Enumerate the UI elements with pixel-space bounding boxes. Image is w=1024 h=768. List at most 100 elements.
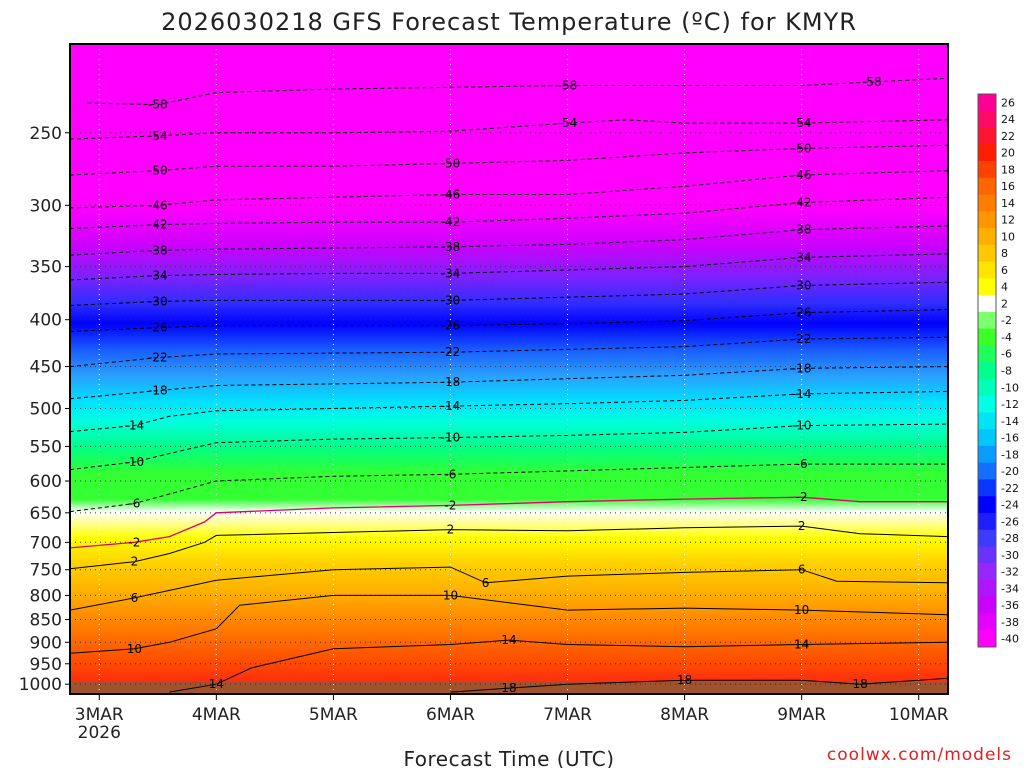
isotherm-label: 14 — [209, 677, 224, 691]
colorbar-tick-label: 26 — [1001, 96, 1015, 109]
isotherm-label: -22 — [441, 345, 461, 359]
isotherm-line — [70, 594, 948, 654]
colorbar-swatch — [978, 244, 996, 263]
y-tick-label: 700 — [30, 533, 62, 553]
plot-frame — [69, 43, 949, 695]
colorbar-tick-label: 8 — [1001, 247, 1008, 260]
isotherm-line — [70, 196, 948, 229]
colorbar-tick-label: -18 — [1001, 448, 1019, 461]
x-tick-label: 9MAR — [777, 705, 826, 725]
y-tick-label: 350 — [30, 258, 62, 278]
colorbar-tick-label: -4 — [1001, 331, 1012, 344]
isotherm-label: -58 — [862, 75, 882, 89]
colorbar-tick-label: 18 — [1001, 163, 1015, 176]
colorbar-swatch — [978, 630, 996, 648]
y-tick-label: 750 — [30, 561, 62, 581]
colorbar-swatch — [978, 144, 996, 162]
colorbar-tick-label: 6 — [1001, 264, 1008, 277]
isotherm-label: -22 — [792, 332, 812, 346]
colorbar-tick-label: -34 — [1001, 582, 1019, 595]
colorbar-swatch — [978, 613, 996, 631]
isotherm-label: -42 — [148, 218, 168, 232]
isotherm-line — [70, 253, 948, 281]
colorbar-swatch — [978, 161, 996, 179]
colorbar-swatch — [978, 295, 996, 313]
isotherm-label: 10 — [794, 603, 809, 617]
colorbar-swatch — [978, 412, 996, 430]
colorbar-tick-label: -32 — [1001, 566, 1019, 579]
x-tick-label: 5MAR — [309, 705, 358, 725]
y-tick-label: 600 — [30, 472, 62, 492]
isotherm-label: -30 — [441, 293, 461, 307]
isotherm-line — [70, 144, 948, 176]
y-tick-label: 950 — [30, 655, 62, 675]
plot-area: -58 -58 -58 -54 -54 -54 -50 -50 -50 -46 -46 -46 -42 -… — [70, 44, 948, 694]
y-tick-label: 1000 — [19, 675, 62, 695]
isotherm-label: -54 — [558, 116, 578, 130]
colorbar-swatch — [978, 278, 996, 296]
colorbar-swatch — [978, 479, 996, 497]
isotherm-label: -46 — [148, 198, 168, 212]
colorbar-swatch — [978, 94, 996, 112]
colorbar-swatch — [978, 228, 996, 246]
x-tick-sublabel: 2026 — [78, 723, 121, 743]
x-tick-label: 8MAR — [660, 705, 709, 725]
isotherm-label: -10 — [441, 431, 461, 445]
isotherm-label: -30 — [792, 278, 812, 292]
x-tick-label: 10MAR — [889, 705, 949, 725]
x-tick-label: 3MAR — [75, 705, 124, 725]
colorbar-tick-label: 14 — [1001, 197, 1015, 210]
isotherm-line — [70, 390, 948, 433]
colorbar-tick-label: -16 — [1001, 432, 1019, 445]
isotherm-line — [70, 463, 948, 513]
isotherm-label: -14 — [125, 419, 145, 433]
isotherm-label: -6 — [796, 457, 808, 471]
isotherm-label: -14 — [792, 387, 812, 401]
colorbar-tick-label: -22 — [1001, 482, 1019, 495]
y-axis-ticks: 2503003504004505005506006507007508008509… — [19, 124, 70, 695]
y-tick-label: 800 — [30, 586, 62, 606]
isotherm-label: -50 — [792, 141, 812, 155]
colorbar-tick-label: 2 — [1001, 297, 1008, 310]
isotherm-label: -30 — [148, 294, 168, 308]
colorbar-tick-label: -38 — [1001, 616, 1019, 629]
colorbar-swatch — [978, 127, 996, 145]
isotherm-label: 10 — [443, 588, 458, 602]
colorbar-tick-label: 24 — [1001, 113, 1015, 126]
colorbar-tick-label: -28 — [1001, 532, 1019, 545]
isotherm-label: -26 — [441, 319, 461, 333]
colorbar: 26 24 22 20 18 16 14 12 10 8 6 4 2 -2 -4 -6 -8 -10 -12 -14 -… — [977, 93, 1019, 648]
isotherm-label: -14 — [441, 399, 461, 413]
isotherm-label: -2 — [444, 498, 456, 512]
colorbar-tick-label: -30 — [1001, 549, 1019, 562]
chart-title: 2026030218 GFS Forecast Temperature (ºC)… — [161, 8, 857, 36]
y-tick-label: 250 — [30, 124, 62, 144]
isotherm-label: -6 — [128, 497, 140, 511]
isotherm-line — [450, 677, 948, 693]
x-tick-label: 7MAR — [543, 705, 592, 725]
isotherm-label: 14 — [794, 637, 809, 651]
y-tick-label: 650 — [30, 504, 62, 524]
isotherm-label: -50 — [148, 164, 168, 178]
isotherm-label: -2 — [796, 490, 808, 504]
colorbar-tick-label: -12 — [1001, 398, 1019, 411]
colorbar-tick-label: 4 — [1001, 281, 1008, 294]
isotherm-label: 2 — [447, 523, 455, 537]
colorbar-tick-label: -10 — [1001, 381, 1019, 394]
isotherm-label: -50 — [441, 156, 461, 170]
isotherm-line — [70, 423, 948, 471]
isotherm-label: 6 — [798, 563, 806, 577]
colorbar-frame — [977, 93, 997, 648]
isotherm-line — [70, 336, 948, 368]
colorbar-swatch — [978, 462, 996, 480]
colorbar-swatch — [978, 596, 996, 614]
colorbar-swatch — [978, 496, 996, 514]
colorbar-tick-label: -6 — [1001, 348, 1012, 361]
x-tick-label: 4MAR — [192, 705, 241, 725]
colorbar-swatch — [978, 194, 996, 212]
colorbar-swatch — [978, 362, 996, 380]
colorbar-tick-label: -24 — [1001, 499, 1019, 512]
colorbar-tick-label: -26 — [1001, 515, 1019, 528]
x-axis-label: Forecast Time (UTC) — [403, 747, 614, 768]
